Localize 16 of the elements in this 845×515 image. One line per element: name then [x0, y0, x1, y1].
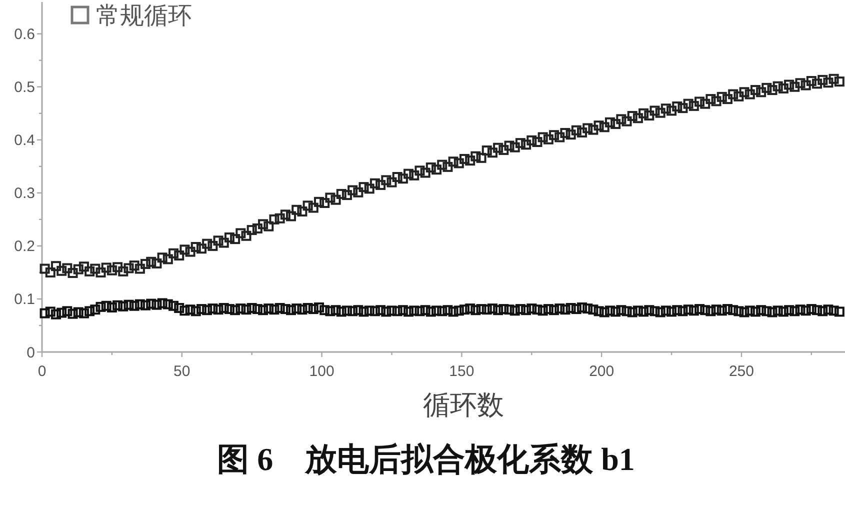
- x-tick-label: 100: [309, 363, 334, 380]
- x-axis-title: 循环数: [423, 390, 504, 420]
- x-tick-label: 250: [728, 363, 754, 380]
- legend: 常规循环: [70, 4, 192, 30]
- x-tick-label: 200: [589, 363, 614, 380]
- x-tick-label: 0: [38, 363, 46, 380]
- y-tick-label: 0.6: [14, 26, 35, 44]
- y-tick-label: 0.4: [14, 132, 35, 150]
- y-tick-label: 0.2: [14, 238, 35, 256]
- x-tick-label: 50: [174, 363, 190, 380]
- y-tick-label: 0.5: [14, 79, 35, 96]
- y-tick-label: 0.1: [14, 291, 35, 308]
- text: 图 6 放电后拟合极化系数 b1: [217, 441, 635, 477]
- y-tick-label: 0: [26, 344, 35, 362]
- y-tick-label: 0.3: [14, 185, 35, 202]
- x-tick-label: 150: [449, 363, 474, 380]
